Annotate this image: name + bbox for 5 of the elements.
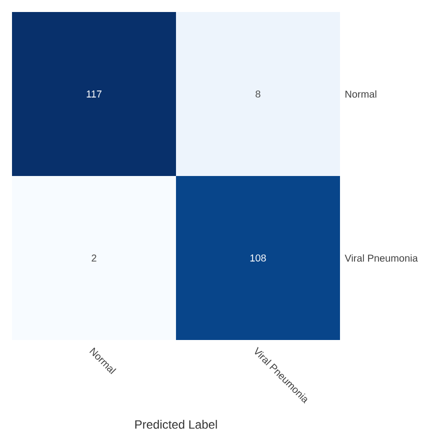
data-label: 2: [92, 254, 96, 262]
data-label: 108: [250, 254, 266, 262]
x-axis-title: Predicted Label: [135, 420, 217, 429]
data-label: 8: [256, 90, 260, 98]
data-label: 117: [86, 90, 102, 98]
